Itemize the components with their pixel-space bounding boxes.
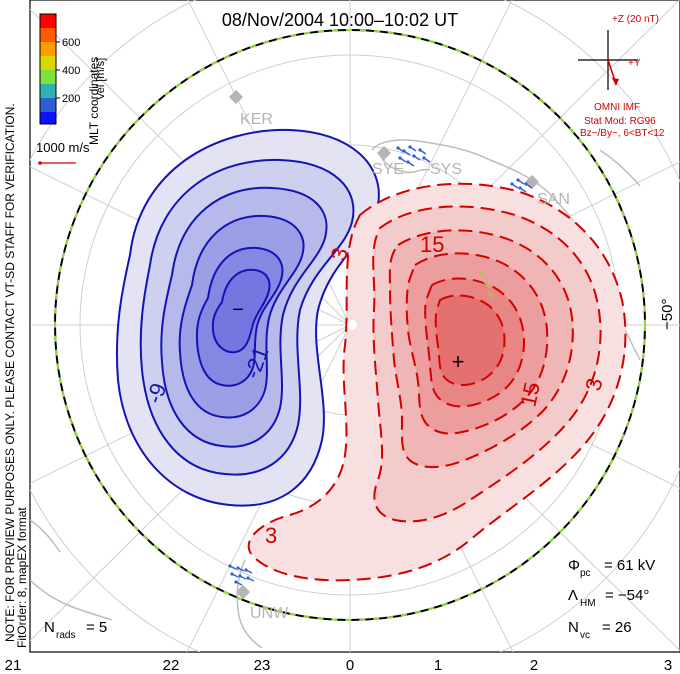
stat-nrads-value: = 5 bbox=[86, 619, 107, 636]
positive-cell bbox=[247, 182, 627, 582]
colorbar-tick-400: 400 bbox=[62, 65, 80, 77]
mlt-tick-0: 0 bbox=[346, 657, 354, 674]
velocity-vector-dots bbox=[228, 145, 528, 584]
velocity-colorbar bbox=[39, 13, 60, 125]
stat-phi: Φ pc = 61 kV bbox=[568, 557, 655, 579]
latitude-label: −50° bbox=[659, 299, 676, 330]
hm-boundary-dash bbox=[54, 29, 646, 621]
min-marker: − bbox=[232, 299, 244, 321]
stat-lambda: Λ HM = −54° bbox=[568, 587, 649, 609]
colorbar-tick-200: 200 bbox=[62, 93, 80, 105]
station-sys: SYS bbox=[430, 161, 462, 178]
stat-nrads-sub: rads bbox=[56, 630, 75, 641]
imf-model: Stat Mod: RG96 bbox=[584, 116, 656, 127]
colorbar-label: Vel [m/s] bbox=[95, 58, 107, 100]
colorbar-tick-600: 600 bbox=[62, 37, 80, 49]
mlt-tick-22: 22 bbox=[163, 657, 180, 674]
station-sye: SYE bbox=[372, 161, 404, 178]
coords-label: MLT coordinates bbox=[87, 57, 101, 145]
contour-label-pos-15a: 15 bbox=[420, 232, 444, 257]
imf-y-label: +Y bbox=[628, 58, 641, 69]
preview-notice: NOTE: FOR PREVIEW PURPOSES ONLY. PLEASE … bbox=[3, 103, 17, 642]
mlt-tick-21: 21 bbox=[5, 657, 22, 674]
stat-nvc-sub: vc bbox=[580, 630, 590, 641]
stat-lambda-value: = −54° bbox=[605, 587, 649, 604]
mlt-tick-2: 2 bbox=[530, 657, 538, 674]
contour-label-pos-15b: 15 bbox=[515, 380, 545, 409]
imf-condition: Bz−/By−, 6<BT<12 bbox=[580, 128, 665, 139]
stat-nrads-symbol: N bbox=[44, 619, 55, 636]
station-unw: UNW bbox=[250, 605, 289, 622]
imf-clock bbox=[578, 30, 638, 90]
negative-cell bbox=[115, 128, 380, 507]
stat-nvc-symbol: N bbox=[568, 619, 579, 636]
stat-lambda-symbol: Λ bbox=[568, 587, 578, 604]
max-marker: + bbox=[452, 349, 465, 374]
fit-order-label: FitOrder: 8, mapEX format bbox=[15, 507, 29, 648]
stat-phi-sub: pc bbox=[580, 568, 591, 579]
stat-lambda-sub: HM bbox=[580, 598, 596, 609]
scale-bar-dot bbox=[38, 161, 42, 165]
imf-source: OMNI IMF bbox=[594, 102, 640, 113]
scale-label: 1000 m/s bbox=[36, 140, 90, 155]
mlt-tick-1: 1 bbox=[434, 657, 442, 674]
stat-nvc: N vc = 26 bbox=[568, 619, 632, 641]
contour-label-pos-3c: 3 bbox=[265, 523, 277, 548]
pole-dot bbox=[347, 320, 357, 330]
contour-label-pos-3b: 3 bbox=[580, 376, 607, 393]
stat-nvc-value: = 26 bbox=[602, 619, 632, 636]
station-san: SAN bbox=[537, 191, 570, 208]
mlt-axis: 21 22 23 0 1 2 3 bbox=[5, 657, 673, 674]
stat-nrads: N rads = 5 bbox=[44, 619, 107, 641]
stat-phi-value: = 61 kV bbox=[604, 557, 655, 574]
green-vectors bbox=[479, 271, 495, 299]
page-title: 08/Nov/2004 10:00–10:02 UT bbox=[222, 10, 458, 30]
station-ker: KER bbox=[240, 111, 273, 128]
mlt-tick-23: 23 bbox=[254, 657, 271, 674]
stat-phi-symbol: Φ bbox=[568, 557, 580, 574]
mlt-tick-3: 3 bbox=[664, 657, 672, 674]
imf-z-label: +Z (20 nT) bbox=[612, 14, 659, 25]
